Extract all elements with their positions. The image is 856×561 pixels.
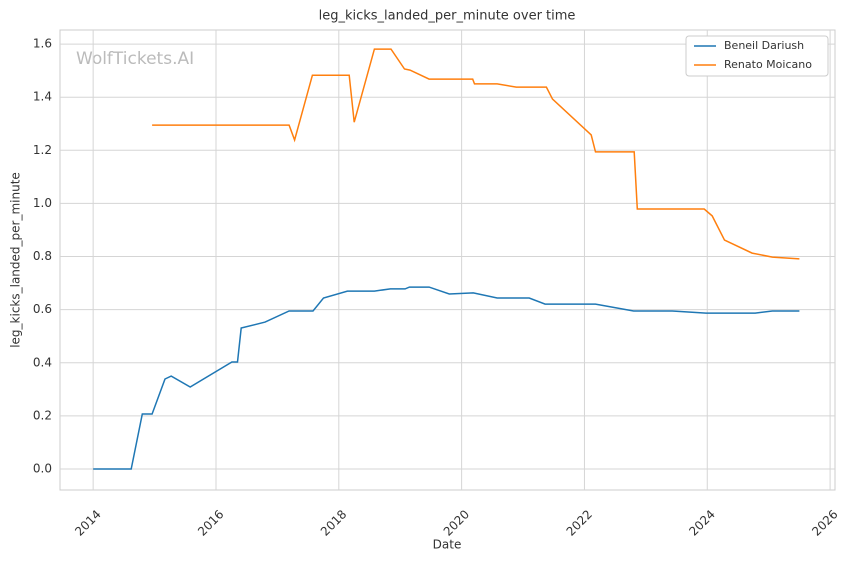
y-tick-label: 1.2 (33, 143, 52, 157)
x-tick-label: 2026 (809, 507, 840, 538)
y-tick-label: 1.0 (33, 196, 52, 210)
x-tick-label: 2016 (195, 507, 226, 538)
y-tick-label: 1.6 (33, 37, 52, 51)
x-tick-label: 2024 (686, 507, 717, 538)
x-tick-label: 2014 (72, 507, 103, 538)
watermark: WolfTickets.AI (76, 49, 194, 69)
plot-frame (59, 29, 836, 491)
x-axis-label: Date (433, 538, 462, 552)
y-tick-label: 0.8 (33, 249, 52, 263)
y-tick-label: 0.2 (33, 408, 52, 422)
y-axis-label: leg_kicks_landed_per_minute (9, 172, 23, 348)
line (152, 48, 800, 260)
legend-label: Renato Moicano (724, 58, 812, 71)
legend-box (685, 35, 829, 77)
y-tick-label: 0.4 (33, 355, 52, 369)
y-tick-label: 1.4 (33, 90, 52, 104)
x-tick-label: 2022 (564, 507, 595, 538)
chart-title: leg_kicks_landed_per_minute over time (319, 9, 576, 24)
line (93, 286, 800, 470)
legend-label: Beneil Dariush (724, 39, 804, 52)
y-tick-label: 0.6 (33, 302, 52, 316)
x-tick-label: 2018 (318, 507, 349, 538)
y-tick-label: 0.0 (33, 462, 52, 476)
x-tick-label: 2020 (441, 507, 472, 538)
